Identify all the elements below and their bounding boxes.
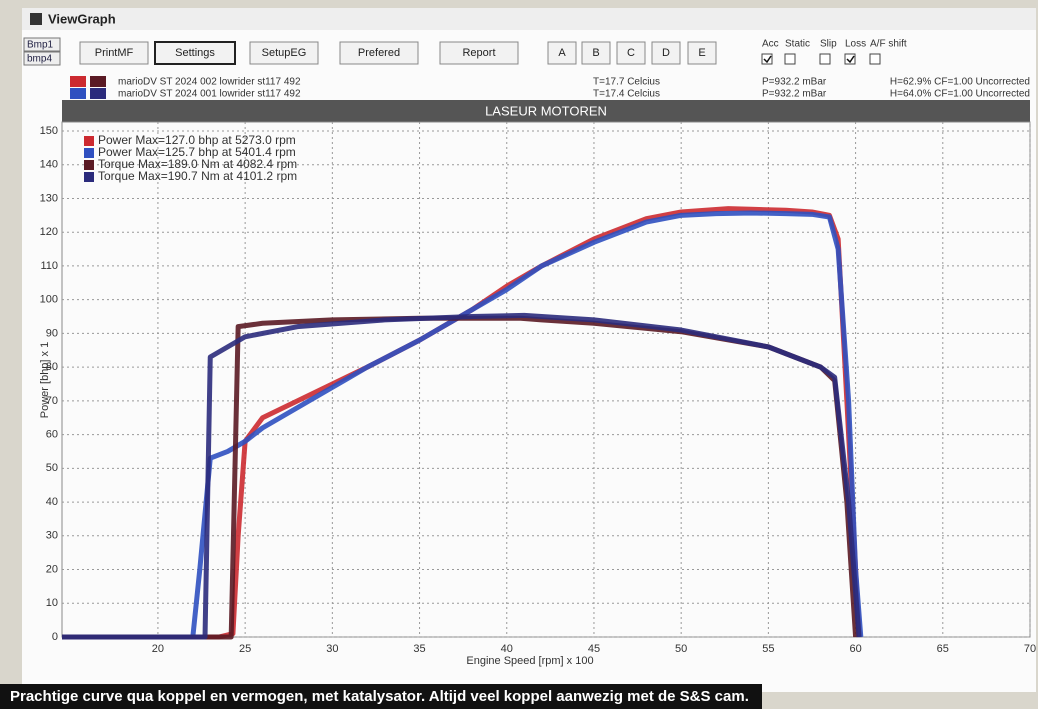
run-swatch <box>90 88 106 99</box>
y-tick-label: 110 <box>40 260 58 272</box>
option-label: Slip <box>820 39 837 50</box>
tab-label: bmp4 <box>27 54 52 65</box>
x-axis-label: Engine Speed [rpm] x 100 <box>466 655 593 667</box>
x-tick-label: 45 <box>588 643 600 655</box>
window-title: ViewGraph <box>48 11 116 26</box>
button-label: B <box>592 47 599 59</box>
caption: Prachtige curve qua koppel en vermogen, … <box>10 688 749 705</box>
run-swatch <box>90 76 106 87</box>
title-bar <box>22 8 1036 30</box>
option-label: Static <box>785 39 810 50</box>
tab-label: Bmp1 <box>27 40 54 51</box>
legend-label: Torque Max=190.7 Nm at 4101.2 rpm <box>98 169 297 183</box>
x-tick-label: 20 <box>152 643 164 655</box>
y-tick-label: 150 <box>40 125 58 137</box>
x-tick-label: 60 <box>849 643 861 655</box>
checkbox[interactable] <box>870 54 880 64</box>
x-tick-label: 40 <box>501 643 513 655</box>
x-tick-label: 55 <box>762 643 774 655</box>
x-tick-label: 65 <box>937 643 949 655</box>
button-label: A <box>558 47 566 59</box>
x-tick-label: 30 <box>326 643 338 655</box>
y-tick-label: 30 <box>46 530 58 542</box>
button-label: Settings <box>175 47 215 59</box>
x-tick-label: 50 <box>675 643 687 655</box>
legend-swatch <box>84 136 94 146</box>
legend-swatch <box>84 160 94 170</box>
app-icon <box>30 13 42 25</box>
button-label: E <box>698 47 705 59</box>
button-label: PrintMF <box>95 47 134 59</box>
y-tick-label: 80 <box>46 361 58 373</box>
y-tick-label: 70 <box>46 395 58 407</box>
run-humidity: H=62.9% CF=1.00 Uncorrected <box>890 77 1030 88</box>
run-humidity: H=64.0% CF=1.00 Uncorrected <box>890 89 1030 100</box>
x-tick-label: 35 <box>413 643 425 655</box>
y-tick-label: 40 <box>46 496 58 508</box>
x-tick-label: 25 <box>239 643 251 655</box>
run-name: marioDV ST 2024 001 lowrider st117 492 <box>118 89 301 100</box>
y-tick-label: 130 <box>40 192 58 204</box>
y-tick-label: 60 <box>46 429 58 441</box>
run-pressure: P=932.2 mBar <box>762 77 827 88</box>
x-tick-label: 70 <box>1024 643 1036 655</box>
button-label: Report <box>462 47 495 59</box>
run-temperature: T=17.4 Celcius <box>593 89 660 100</box>
y-tick-label: 100 <box>40 294 58 306</box>
y-tick-label: 20 <box>46 563 58 575</box>
run-swatch <box>70 88 86 99</box>
y-tick-label: 120 <box>40 226 58 238</box>
banner: LASEUR MOTOREN <box>485 103 607 118</box>
option-label: A/F shift <box>870 39 907 50</box>
legend-swatch <box>84 172 94 182</box>
run-pressure: P=932.2 mBar <box>762 89 827 100</box>
button-label: Prefered <box>358 47 400 59</box>
option-label: Acc <box>762 39 779 50</box>
button-label: SetupEG <box>262 47 307 59</box>
run-name: marioDV ST 2024 002 lowrider st117 492 <box>118 77 301 88</box>
button-label: D <box>662 47 670 59</box>
legend-swatch <box>84 148 94 158</box>
option-label: Loss <box>845 39 866 50</box>
y-tick-label: 140 <box>40 159 58 171</box>
run-temperature: T=17.7 Celcius <box>593 77 660 88</box>
checkbox[interactable] <box>820 54 830 64</box>
y-tick-label: 50 <box>46 462 58 474</box>
y-tick-label: 0 <box>52 631 58 643</box>
run-swatch <box>70 76 86 87</box>
page: {"window": {"title": "ViewGraph", "tabs"… <box>0 0 1038 709</box>
screen: ViewGraph LASEUR MOTOREN Engine Speed [r… <box>0 0 1038 709</box>
y-tick-label: 90 <box>46 327 58 339</box>
button-label: C <box>627 47 635 59</box>
y-tick-label: 10 <box>46 597 58 609</box>
checkbox[interactable] <box>785 54 795 64</box>
